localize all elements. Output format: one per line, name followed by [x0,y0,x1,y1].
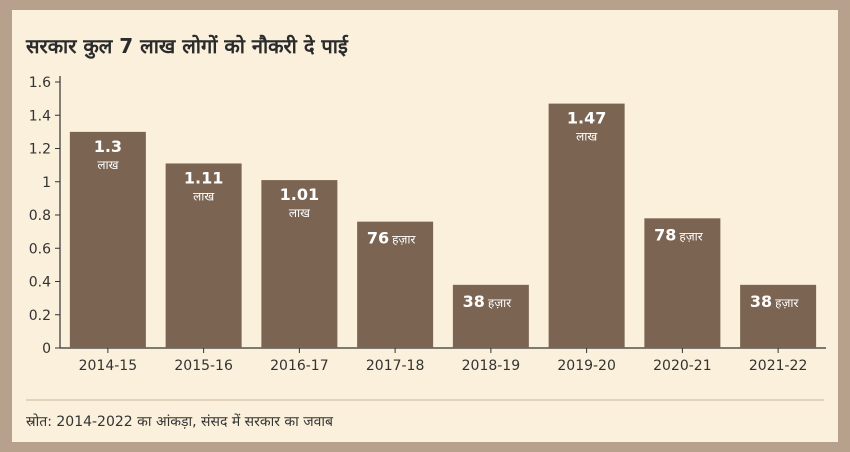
chart-title: सरकार कुल 7 लाख लोगों को नौकरी दे पाई [26,34,348,58]
y-tick-label: 1 [42,175,51,191]
bar-value-label: 78 [654,225,676,244]
x-tick-label: 2019-20 [557,358,616,374]
bar-unit-label: हज़ार [679,229,703,243]
y-tick-label: 0.4 [29,275,51,291]
bar-unit-label: हज़ार [488,296,512,310]
bar [644,218,721,348]
bar [452,284,529,348]
bar [357,221,434,348]
bar-value-label: 1.11 [184,168,223,187]
bar-value-label: 1.01 [280,185,319,204]
bar [165,163,242,348]
bar-unit-label: हज़ार [775,296,799,310]
y-tick-label: 0.8 [29,208,51,224]
x-tick-label: 2017-18 [366,358,425,374]
bar-unit-label: लाख [97,158,118,172]
y-tick-label: 0.2 [29,308,51,324]
y-tick-label: 0.6 [29,241,51,257]
bar-value-label: 38 [463,292,485,311]
bar-value-label: 1.3 [94,137,122,156]
x-tick-label: 2015-16 [174,358,233,374]
bar [740,284,817,348]
y-tick-label: 0 [42,341,51,357]
y-tick-label: 1.6 [29,75,51,91]
bar-unit-label: लाख [289,206,310,220]
bar-value-label: 38 [750,292,772,311]
x-tick-label: 2021-22 [749,358,808,374]
y-tick-label: 1.4 [29,108,51,124]
bar-unit-label: हज़ार [392,233,416,247]
x-tick-label: 2014-15 [79,358,138,374]
bar-unit-label: लाख [576,130,597,144]
bar [548,103,625,348]
x-tick-label: 2018-19 [462,358,521,374]
bar-chart: 0 0.2 0.4 0.6 0.8 1 1.2 1.4 1.6 2014-15 1.3 लाख 2015… [26,75,826,401]
bar [261,180,338,348]
bar-value-label: 76 [367,229,389,248]
x-tick-label: 2016-17 [270,358,329,374]
y-tick-label: 1.2 [29,142,51,158]
source-note: स्रोत: 2014-2022 का आंकड़ा, संसद में सरक… [26,414,334,430]
bar-value-label: 1.47 [567,109,606,128]
bar-unit-label: लाख [193,189,214,203]
x-tick-label: 2020-21 [653,358,712,374]
bar [69,131,146,348]
